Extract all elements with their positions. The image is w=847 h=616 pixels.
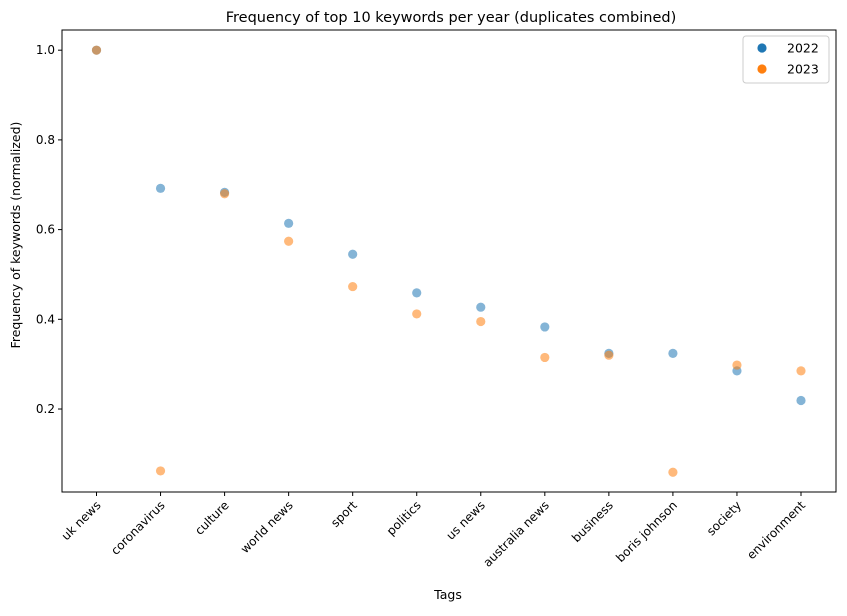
legend: 2022 2023	[742, 35, 830, 84]
x-tick-label: uk news	[59, 498, 104, 543]
series-2023	[91, 45, 806, 477]
x-tick-label: business	[569, 498, 616, 545]
plot-frame	[61, 29, 837, 493]
data-point	[668, 467, 678, 477]
data-point	[796, 395, 806, 406]
data-point	[412, 288, 422, 298]
y-axis-label: Frequency of keywords (normalized)	[8, 122, 23, 349]
y-tick-label: 0.8	[36, 133, 55, 147]
data-point	[348, 249, 358, 259]
data-point	[284, 236, 294, 246]
x-tick-label: culture	[192, 498, 232, 538]
data-point	[412, 309, 422, 319]
x-tick-label: sport	[328, 498, 360, 530]
legend-marker	[757, 43, 767, 53]
chart-title: Frequency of top 10 keywords per year (d…	[226, 10, 676, 26]
data-point	[348, 281, 358, 292]
data-point	[604, 350, 614, 360]
series-2022	[91, 45, 806, 406]
data-point	[476, 302, 486, 312]
x-tick-label: society	[704, 498, 744, 538]
x-tick-label: environment	[744, 498, 808, 562]
legend-label: 2023	[787, 62, 819, 77]
y-tick-label: 1.0	[36, 43, 55, 57]
data-point	[155, 466, 166, 476]
y-tick-label: 0.2	[36, 402, 55, 416]
legend-label: 2022	[787, 41, 819, 56]
x-tick-label: boris johnson	[613, 498, 680, 565]
x-tick-label: world news	[238, 498, 296, 556]
plot-marks	[91, 45, 806, 477]
data-point	[155, 183, 166, 193]
data-point	[284, 218, 294, 228]
data-point	[732, 360, 742, 370]
data-point	[219, 189, 230, 199]
y-tick-label: 0.4	[36, 312, 55, 326]
x-tick-label: us news	[444, 498, 488, 542]
data-point	[540, 352, 550, 363]
y-tick-label: 0.6	[36, 223, 55, 237]
x-tick-label: politics	[384, 498, 424, 538]
data-point	[796, 366, 806, 376]
x-tick-label: australia news	[480, 498, 551, 569]
x-axis-label: Tags	[433, 587, 462, 602]
data-point	[540, 322, 550, 332]
data-point	[668, 348, 678, 358]
legend-marker	[757, 64, 767, 74]
x-axis: uk news coronavirus culture world news sport…	[59, 492, 808, 570]
x-tick-label: coronavirus	[108, 498, 167, 557]
data-point	[91, 45, 102, 55]
y-axis: 0.2 0.4 0.6 0.8 1.0	[36, 43, 62, 416]
data-point	[476, 316, 486, 327]
